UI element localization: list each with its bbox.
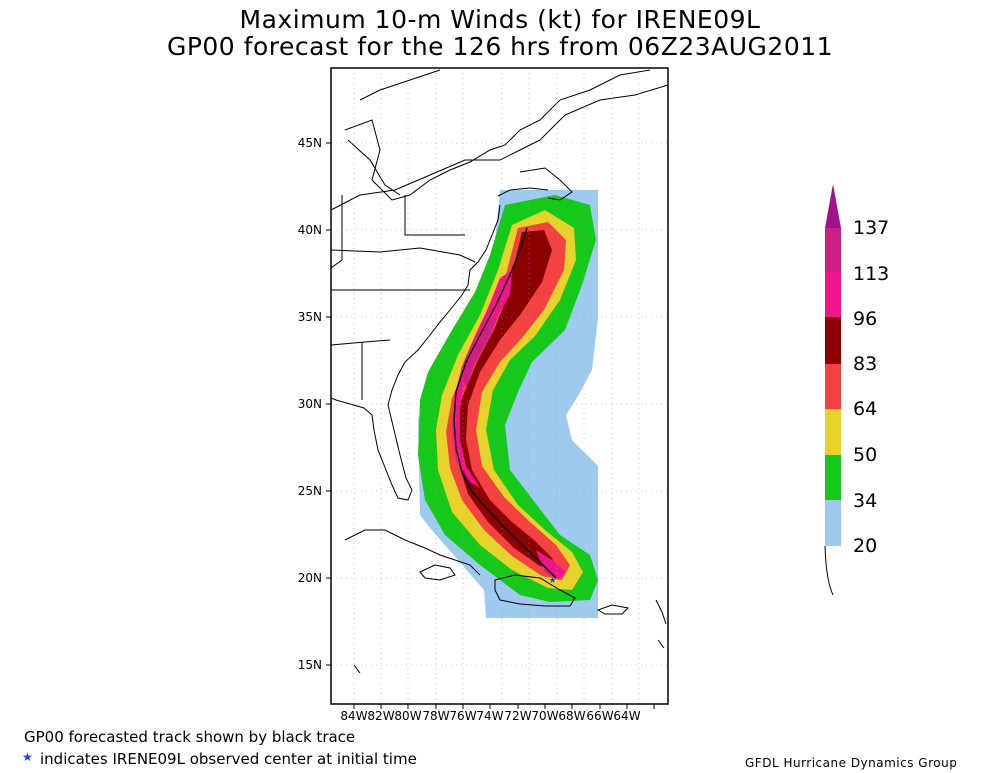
axis-ticks [326, 142, 655, 709]
legend-label-50: 50 [853, 444, 878, 466]
lon-label-82W: 82W [367, 709, 395, 723]
coastlines [331, 69, 668, 674]
star-legend-icon: ★ [22, 750, 33, 764]
lon-label-78W: 78W [422, 709, 450, 723]
forecast-track [453, 227, 557, 579]
wind-swath [418, 190, 598, 618]
legend-label-64: 64 [853, 398, 878, 420]
swath-83kt [456, 230, 556, 570]
lon-label-66W: 66W [586, 709, 614, 723]
lon-label-84W: 84W [340, 709, 368, 723]
lat-label-20N: 20N [297, 571, 322, 585]
lon-label-80W: 80W [394, 709, 422, 723]
lat-label-40N: 40N [297, 223, 322, 237]
lon-label-70W: 70W [531, 709, 559, 723]
lon-label-74W: 74W [476, 709, 504, 723]
credit-text: GFDL Hurricane Dynamics Group [745, 756, 958, 770]
star-note: indicates IRENE09L observed center at in… [40, 750, 417, 768]
legend-label-20: 20 [853, 535, 878, 557]
map-title-line1: Maximum 10-m Winds (kt) for IRENE09L [239, 5, 761, 34]
legend-label-34: 34 [853, 490, 878, 512]
lat-label-45N: 45N [297, 136, 322, 150]
lat-label-15N: 15N [297, 658, 322, 672]
legend-colorbar [824, 184, 841, 596]
initial-center-star-icon: ★ [549, 572, 556, 586]
legend-label-83: 83 [853, 353, 878, 375]
swath-96kt-2 [536, 550, 566, 580]
legend-arrow-top [825, 184, 841, 228]
lat-label-35N: 35N [297, 310, 322, 324]
lat-label-25N: 25N [297, 484, 322, 498]
map-frame [330, 67, 669, 705]
graticule [331, 68, 668, 704]
lon-label-68W: 68W [558, 709, 586, 723]
lon-label-72W: 72W [504, 709, 532, 723]
lon-label-64W: 64W [613, 709, 641, 723]
legend-label-137: 137 [853, 217, 890, 239]
lat-label-30N: 30N [297, 397, 322, 411]
swath-113kt [462, 316, 498, 390]
track-note: GP00 forecasted track shown by black tra… [24, 728, 356, 746]
map-title-line2: GP00 forecast for the 126 hrs from 06Z23… [166, 32, 834, 61]
legend-arrow-bottom [824, 545, 834, 596]
lon-label-76W: 76W [449, 709, 477, 723]
legend-label-113: 113 [853, 263, 890, 285]
legend-label-96: 96 [853, 308, 878, 330]
